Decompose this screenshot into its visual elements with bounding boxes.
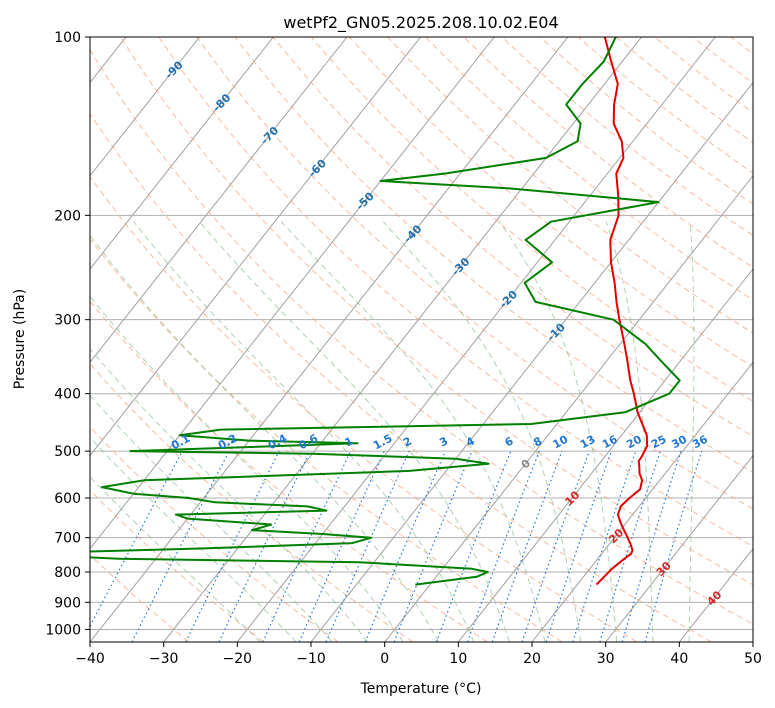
x-tick-label: −40 [75, 651, 105, 667]
x-axis: −40 −30 −20 −10 0 10 20 30 40 50 [75, 642, 762, 667]
dry-adiabat-line [120, 37, 753, 586]
mixing-ratio-line [435, 450, 512, 642]
x-tick-label: 40 [670, 651, 688, 667]
mixing-ratio-line [90, 450, 183, 628]
y-tick-label: 1000 [45, 622, 81, 638]
dry-adiabat-line [272, 37, 753, 438]
y-tick-label: 100 [54, 30, 81, 46]
moist-adiabat-line [382, 221, 582, 642]
moist-adiabat-line [90, 348, 369, 642]
mixing-ratio-label: 13 [578, 433, 598, 452]
isotherm-line [605, 454, 753, 642]
mixing-ratio-line [644, 450, 703, 642]
background-lines [90, 37, 753, 642]
y-tick-label: 800 [54, 565, 81, 581]
moist-adiabat-line [90, 476, 261, 642]
isotherm-line [752, 641, 753, 642]
isotherm-line [457, 268, 753, 642]
mixing-ratio-line [572, 450, 637, 642]
dry-adiabat-line [90, 112, 712, 642]
x-tick-label: 0 [380, 651, 389, 667]
mixing-ratio-line [185, 450, 280, 642]
dry-adiabat-line [577, 37, 753, 174]
mixing-ratio-line [218, 450, 311, 642]
dry-adiabat-line [90, 48, 753, 625]
dry-adiabat-line [349, 37, 753, 368]
isotherm-line [310, 81, 753, 642]
moist-adiabat-line [90, 234, 439, 642]
x-tick-label: 50 [744, 651, 762, 667]
y-tick-label: 600 [54, 491, 81, 507]
y-tick-label: 500 [54, 444, 81, 460]
temperature-profile-line [595, 37, 649, 586]
dry-adiabat-line [311, 37, 753, 402]
mixing-ratio-label: 30 [669, 432, 689, 451]
dry-adiabat-line [90, 238, 563, 642]
dry-adiabat-line [387, 37, 753, 334]
y-tick-label: 400 [54, 387, 81, 403]
y-tick-label: 200 [54, 208, 81, 224]
chart-title: wetPf2_GN05.2025.208.10.02.E04 [283, 13, 558, 33]
mixing-ratio-label: 16 [600, 433, 620, 452]
isotherm-line [90, 37, 348, 364]
dry-adiabat-line [539, 37, 753, 205]
dry-adiabat-line [158, 37, 753, 547]
mixing-ratio-line [621, 450, 682, 642]
isotherm-line [163, 37, 642, 642]
y-tick-label: 700 [54, 531, 81, 547]
dewpoint-profile-line [90, 37, 681, 586]
moist-adiabat-line [90, 295, 404, 642]
mixing-ratio-label: 10 [551, 433, 571, 452]
mixing-ratio-line [599, 450, 661, 642]
dry-adiabat-line [90, 300, 488, 642]
dry-adiabat-line [616, 37, 753, 144]
dry-adiabat-line [234, 37, 753, 473]
moist-adiabat-line [605, 221, 654, 642]
mixing-ratio-line [545, 450, 613, 642]
x-tick-label: 20 [523, 651, 541, 667]
x-tick-label: −30 [149, 651, 179, 667]
plot-frame [89, 36, 754, 643]
plot-background [90, 37, 753, 642]
isotherm-line [90, 37, 274, 270]
moist-adiabat-line [199, 221, 510, 642]
x-axis-label: Temperature (°C) [360, 681, 482, 697]
mixing-ratio-line [262, 450, 352, 642]
y-axis-label: Pressure (hPa) [12, 289, 28, 389]
mixing-ratio-label: 36 [690, 433, 710, 452]
moist-adiabat-line [281, 221, 546, 642]
y-tick-label: 900 [54, 595, 81, 611]
isotherm-line [90, 37, 495, 550]
y-axis: 100 200 300 400 500 600 700 800 900 1000 [45, 30, 90, 638]
moist-adiabat-line [90, 436, 297, 642]
isotherm-line [90, 37, 569, 642]
dry-adiabat-line [501, 37, 753, 237]
x-tick-label: 30 [597, 651, 615, 667]
isotherm-line [531, 361, 753, 642]
x-tick-label: 10 [449, 651, 467, 667]
profile-series [90, 37, 681, 586]
mixing-ratio-label: 20 [624, 433, 644, 452]
mixing-ratio-label: 25 [649, 433, 669, 452]
y-tick-label: 300 [54, 313, 81, 329]
x-tick-label: −20 [223, 651, 253, 667]
moist-adiabat-line [498, 221, 618, 642]
moist-adiabat-line [688, 221, 695, 642]
isotherm-line [90, 37, 200, 177]
x-tick-label: −10 [296, 651, 326, 667]
isotherm-line [90, 37, 421, 457]
isotherm-line [236, 37, 716, 642]
moist-adiabat-line [90, 394, 333, 642]
moist-adiabat-line [133, 221, 475, 642]
dry-adiabat-line [90, 426, 339, 642]
